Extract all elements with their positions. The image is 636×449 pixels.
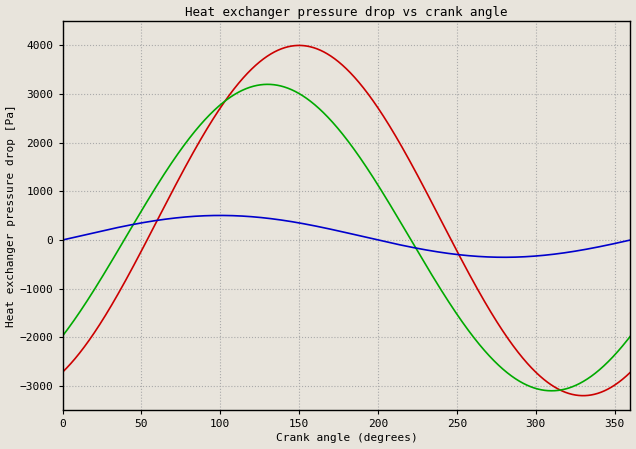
Y-axis label: Heat exchanger pressure drop [Pa]: Heat exchanger pressure drop [Pa]: [6, 104, 15, 327]
Title: Heat exchanger pressure drop vs crank angle: Heat exchanger pressure drop vs crank an…: [185, 5, 508, 18]
X-axis label: Crank angle (degrees): Crank angle (degrees): [275, 433, 417, 444]
